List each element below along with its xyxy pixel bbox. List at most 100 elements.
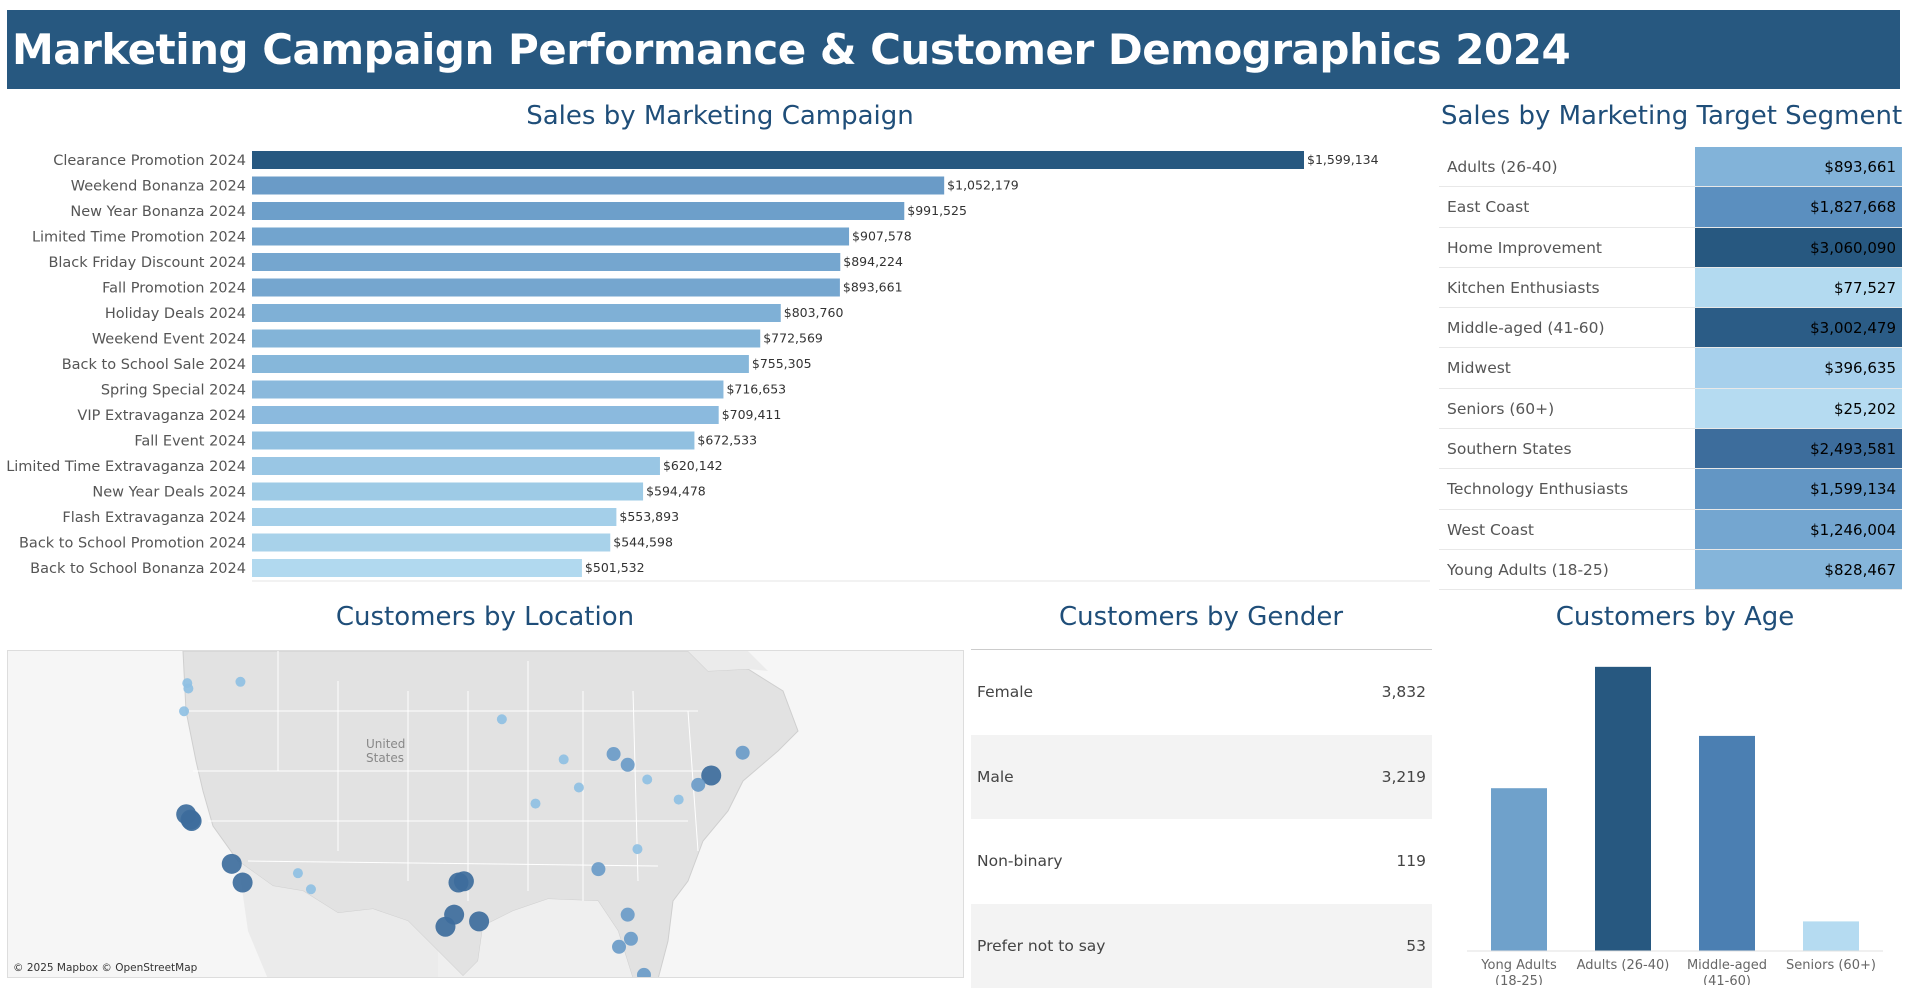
map-point[interactable] bbox=[435, 916, 456, 937]
map-point[interactable] bbox=[179, 706, 190, 717]
campaign-value-label: $772,569 bbox=[763, 331, 823, 346]
campaign-bar[interactable] bbox=[252, 278, 840, 297]
campaign-bar[interactable] bbox=[252, 253, 841, 271]
segment-row[interactable]: Home Improvement $3,060,090 bbox=[1439, 227, 1902, 268]
segment-row[interactable]: Young Adults (18-25) $828,467 bbox=[1439, 549, 1902, 591]
gender-count: 3,832 bbox=[1381, 683, 1426, 702]
gender-row[interactable]: Prefer not to say 53 bbox=[971, 903, 1432, 988]
map-point[interactable] bbox=[448, 872, 469, 893]
map-point[interactable] bbox=[612, 939, 627, 954]
segment-row[interactable]: Middle-aged (41-60) $3,002,479 bbox=[1439, 308, 1902, 349]
campaign-value-label: $803,760 bbox=[784, 305, 844, 320]
campaign-bar[interactable] bbox=[252, 457, 660, 475]
map-point[interactable] bbox=[183, 683, 194, 694]
map-point[interactable] bbox=[606, 747, 621, 762]
map-point[interactable] bbox=[573, 782, 584, 793]
us-landmass bbox=[182, 651, 799, 977]
campaign-bar[interactable] bbox=[252, 329, 761, 348]
map-point[interactable] bbox=[181, 810, 202, 831]
campaign-bar[interactable] bbox=[252, 559, 582, 577]
map-country-label-2: States bbox=[366, 751, 404, 765]
age-tick-label: Adults (26-40) bbox=[1577, 958, 1670, 973]
map-point[interactable] bbox=[620, 907, 635, 922]
campaign-bar[interactable] bbox=[252, 406, 719, 424]
campaign-bar[interactable] bbox=[252, 227, 850, 246]
campaign-category-label: Flash Extravaganza 2024 bbox=[62, 510, 246, 526]
campaign-value-label: $544,598 bbox=[613, 535, 673, 550]
map-point[interactable] bbox=[221, 853, 242, 874]
campaign-bar[interactable] bbox=[252, 355, 749, 373]
campaign-bar[interactable] bbox=[252, 482, 644, 501]
gender-row[interactable]: Male 3,219 bbox=[971, 734, 1432, 819]
campaign-value-label: $894,224 bbox=[843, 254, 903, 269]
map-point[interactable] bbox=[292, 868, 303, 879]
map-point[interactable] bbox=[673, 794, 684, 805]
map-point[interactable] bbox=[636, 967, 651, 978]
map-point[interactable] bbox=[469, 911, 490, 932]
campaign-bar[interactable] bbox=[252, 533, 611, 552]
campaign-bar[interactable] bbox=[252, 508, 617, 526]
gender-row[interactable]: Female 3,832 bbox=[971, 650, 1432, 735]
map-point[interactable] bbox=[642, 774, 653, 785]
campaign-category-label: Back to School Sale 2024 bbox=[62, 357, 246, 373]
gender-table-title: Customers by Gender bbox=[1058, 602, 1344, 632]
gender-row[interactable]: Non-binary 119 bbox=[971, 819, 1432, 904]
map-point[interactable] bbox=[691, 777, 706, 792]
campaign-category-label: Back to School Promotion 2024 bbox=[19, 536, 246, 552]
segment-value-cell: $1,599,134 bbox=[1695, 469, 1902, 509]
map-point[interactable] bbox=[620, 757, 635, 772]
segment-value-cell: $25,202 bbox=[1695, 388, 1902, 429]
age-chart-title: Customers by Age bbox=[1555, 602, 1795, 632]
map-point[interactable] bbox=[701, 765, 722, 786]
segment-row[interactable]: Seniors (60+) $25,202 bbox=[1439, 388, 1902, 430]
gender-count: 53 bbox=[1406, 936, 1426, 955]
map-point[interactable] bbox=[530, 798, 541, 809]
segment-row[interactable]: Midwest $396,635 bbox=[1439, 348, 1902, 389]
campaign-bar[interactable] bbox=[252, 202, 905, 220]
dashboard-header: Marketing Campaign Performance & Custome… bbox=[7, 10, 1900, 89]
segment-row[interactable]: East Coast $1,827,668 bbox=[1439, 187, 1902, 228]
map-point[interactable] bbox=[558, 754, 569, 765]
age-bar[interactable] bbox=[1803, 921, 1859, 951]
campaign-category-label: Spring Special 2024 bbox=[101, 383, 246, 399]
gender-label: Prefer not to say bbox=[977, 936, 1106, 955]
map-point[interactable] bbox=[305, 884, 316, 895]
campaign-value-label: $672,533 bbox=[697, 433, 757, 448]
campaign-value-label: $620,142 bbox=[663, 458, 723, 473]
campaign-bar[interactable] bbox=[252, 431, 695, 450]
segment-label: West Coast bbox=[1447, 520, 1534, 539]
segment-row[interactable]: West Coast $1,246,004 bbox=[1439, 509, 1902, 550]
campaign-bar[interactable] bbox=[252, 151, 1304, 169]
map-point[interactable] bbox=[235, 676, 246, 687]
segment-value-cell: $3,002,479 bbox=[1695, 308, 1902, 348]
campaign-bar[interactable] bbox=[252, 380, 724, 399]
campaign-category-label: New Year Bonanza 2024 bbox=[70, 204, 246, 220]
campaign-value-label: $501,532 bbox=[585, 560, 645, 575]
campaign-category-label: Limited Time Promotion 2024 bbox=[32, 230, 246, 246]
campaign-bar[interactable] bbox=[252, 304, 781, 322]
segment-label: Technology Enthusiasts bbox=[1447, 480, 1629, 499]
campaign-value-label: $1,599,134 bbox=[1307, 152, 1379, 167]
map-credit: © 2025 Mapbox © OpenStreetMap bbox=[13, 962, 198, 974]
map-point[interactable] bbox=[735, 745, 750, 760]
campaign-bar[interactable] bbox=[252, 176, 945, 195]
segment-row[interactable]: Southern States $2,493,581 bbox=[1439, 429, 1902, 470]
segment-row[interactable]: Kitchen Enthusiasts $77,527 bbox=[1439, 267, 1902, 309]
map-point[interactable] bbox=[232, 872, 253, 893]
segment-label: Young Adults (18-25) bbox=[1447, 560, 1609, 579]
age-bar[interactable] bbox=[1491, 788, 1547, 951]
campaign-category-label: Black Friday Discount 2024 bbox=[48, 255, 246, 271]
map-point[interactable] bbox=[496, 714, 507, 725]
location-map[interactable]: United States © 2025 Mapbox © OpenStreet… bbox=[7, 650, 964, 978]
segment-row[interactable]: Technology Enthusiasts $1,599,134 bbox=[1439, 469, 1902, 510]
segment-table: Adults (26-40) $893,661 East Coast $1,827,6… bbox=[1439, 147, 1902, 591]
map-point[interactable] bbox=[591, 862, 606, 877]
gender-count: 3,219 bbox=[1381, 767, 1426, 786]
map-point[interactable] bbox=[632, 844, 643, 855]
campaign-value-label: $553,893 bbox=[619, 509, 679, 524]
age-bar[interactable] bbox=[1595, 666, 1651, 951]
segment-row[interactable]: Adults (26-40) $893,661 bbox=[1439, 147, 1902, 188]
map-point[interactable] bbox=[623, 931, 638, 946]
campaign-value-label: $907,578 bbox=[852, 229, 912, 244]
age-bar[interactable] bbox=[1699, 735, 1755, 951]
